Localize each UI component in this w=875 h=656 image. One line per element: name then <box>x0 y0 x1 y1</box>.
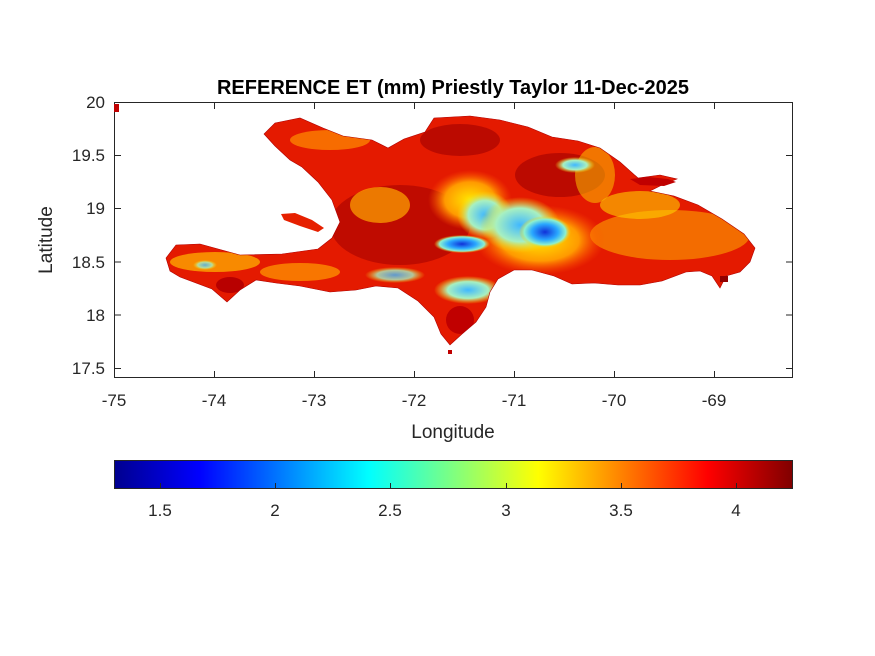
tortuga-island <box>281 213 324 232</box>
saona-island <box>720 276 728 282</box>
x-axis-label: Longitude <box>411 422 494 443</box>
map-axes: 20 19.5 19 18.5 18 17.5 -75 -74 -73 -72 <box>36 93 793 443</box>
chart-title: REFERENCE ET (mm) Priestly Taylor 11-Dec… <box>217 77 689 99</box>
colorbar-tick-label: 3 <box>501 501 510 520</box>
y-tick-label: 20 <box>86 93 105 112</box>
colorbar-tick-label: 1.5 <box>148 501 172 520</box>
beata-island <box>448 350 452 354</box>
y-tick-label: 19.5 <box>72 146 105 165</box>
gonave-island <box>630 177 676 186</box>
x-tick-label: -74 <box>202 391 227 410</box>
corner-island <box>114 104 119 112</box>
y-tick-label: 18 <box>86 306 105 325</box>
x-tick-label: -69 <box>702 391 727 410</box>
y-tick-label: 19 <box>86 199 105 218</box>
x-tick-label: -70 <box>602 391 627 410</box>
x-tick-label: -71 <box>502 391 527 410</box>
colorbar: 1.5 2 2.5 3 3.5 4 <box>114 460 793 520</box>
colorbar-tick-label: 3.5 <box>609 501 633 520</box>
colorbar-tick-label: 4 <box>731 501 740 520</box>
x-axis: -75 -74 -73 -72 -71 -70 -69 <box>102 102 727 410</box>
x-tick-label: -73 <box>302 391 327 410</box>
colorbar-gradient <box>114 460 793 489</box>
x-tick-label: -72 <box>402 391 427 410</box>
y-axis-label: Latitude <box>36 206 57 274</box>
y-axis: 20 19.5 19 18.5 18 17.5 <box>72 93 793 378</box>
colorbar-tick-label: 2 <box>270 501 279 520</box>
y-tick-label: 18.5 <box>72 253 105 272</box>
y-tick-label: 17.5 <box>72 359 105 378</box>
x-tick-label: -75 <box>102 391 127 410</box>
colorbar-tick-label: 2.5 <box>378 501 402 520</box>
